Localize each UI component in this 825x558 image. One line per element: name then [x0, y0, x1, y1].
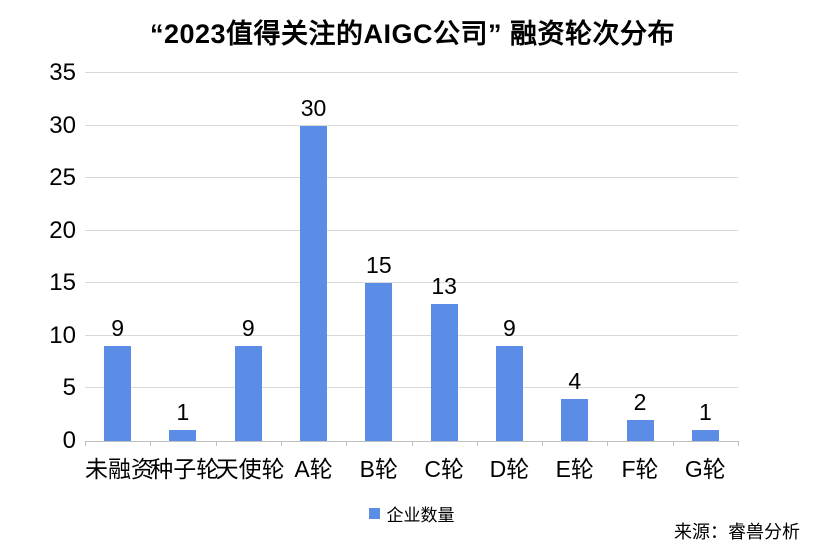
- bar-value-label: 9: [241, 315, 255, 342]
- gridline: [85, 334, 738, 336]
- legend-swatch-icon: [368, 508, 380, 519]
- bar: [234, 346, 262, 441]
- bar: [561, 398, 589, 441]
- bar: [104, 346, 132, 441]
- bar-value-label: 1: [176, 399, 190, 426]
- gridline: [85, 282, 738, 284]
- legend: 企业数量: [85, 501, 738, 526]
- bar-value-label: 2: [633, 388, 647, 415]
- y-axis-tick-label: 35: [49, 59, 76, 86]
- y-axis-tick-label: 30: [49, 111, 76, 139]
- x-axis-tick: [280, 441, 282, 446]
- y-axis-tick-label: 15: [49, 269, 76, 297]
- x-axis-tick: [672, 441, 674, 446]
- x-axis-category-label: C轮: [424, 456, 464, 482]
- y-axis-tick-label: 5: [62, 374, 76, 402]
- bar: [365, 283, 393, 441]
- bar: [169, 430, 197, 441]
- bar-value-label: 9: [111, 315, 125, 342]
- gridline: [85, 387, 738, 389]
- bar-value-label: 9: [503, 315, 516, 342]
- x-axis-tick: [85, 441, 86, 446]
- y-axis-tick-label: 25: [49, 164, 76, 192]
- source-note: 来源：睿兽分析: [674, 522, 800, 542]
- bar-value-label: 4: [568, 367, 582, 394]
- bar: [691, 430, 719, 441]
- x-axis-category-label: G轮: [684, 456, 726, 482]
- x-axis-tick: [738, 441, 739, 446]
- gridline: [85, 229, 738, 231]
- bar-value-label: 1: [698, 399, 712, 426]
- bar-value-label: 30: [300, 94, 327, 121]
- x-axis-tick: [476, 441, 478, 446]
- x-axis-category-label: 种子轮: [150, 456, 220, 482]
- x-axis-tick: [215, 441, 217, 446]
- gridline: [85, 124, 738, 126]
- y-axis-tick-label: 10: [49, 321, 76, 349]
- x-axis-tick: [150, 441, 152, 446]
- x-axis-category-label: A轮: [294, 456, 333, 482]
- x-axis-tick: [411, 441, 413, 446]
- y-axis-tick-label: 20: [49, 216, 76, 244]
- x-axis-category-label: E轮: [555, 456, 594, 482]
- bar: [626, 419, 654, 441]
- x-axis-tick: [607, 441, 609, 446]
- bar: [300, 125, 328, 441]
- bar: [430, 304, 458, 441]
- x-axis-category-label: F轮: [621, 456, 659, 482]
- legend-series-label: 企业数量: [386, 506, 455, 525]
- x-axis-category-label: 未融资: [85, 456, 154, 482]
- gridline: [85, 177, 738, 179]
- x-axis-category-label: 天使轮: [215, 456, 285, 482]
- y-axis-tick-label: 0: [62, 427, 76, 454]
- bar-value-label: 15: [366, 252, 392, 279]
- gridline: [85, 72, 738, 73]
- x-axis-category-label: D轮: [489, 456, 530, 482]
- bar-value-label: 13: [431, 273, 457, 300]
- x-axis-tick: [346, 441, 348, 446]
- x-axis-tick: [542, 441, 544, 446]
- x-axis-category-label: B轮: [359, 456, 398, 482]
- chart-title: “2023值得关注的AIGC公司” 融资轮次分布: [149, 19, 676, 49]
- bar: [495, 346, 523, 441]
